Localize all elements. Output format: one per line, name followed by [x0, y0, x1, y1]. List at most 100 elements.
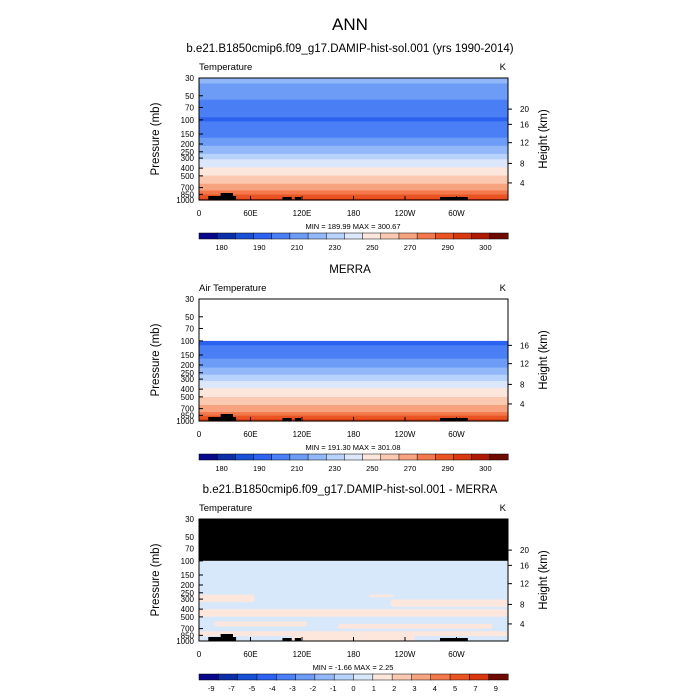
contour-band [199, 371, 508, 373]
panel-title: MERRA [329, 264, 371, 276]
colorbar-swatch [295, 673, 316, 681]
contour-band [199, 385, 508, 387]
y-tick-label: 150 [181, 571, 195, 580]
contour-band [199, 102, 508, 105]
colorbar-swatch [289, 453, 309, 461]
contour-band [199, 365, 508, 368]
colorbar-swatch [307, 232, 327, 240]
contour-band [199, 395, 508, 397]
contour-band [199, 346, 508, 348]
contour-band [199, 412, 508, 414]
contour-band [199, 191, 508, 194]
contour-band [199, 190, 508, 193]
contour-band [199, 409, 508, 411]
contour-band [199, 189, 508, 192]
colorbar-swatch [271, 232, 291, 240]
y-tick-label: 850 [181, 631, 195, 640]
topography [440, 638, 468, 641]
contour-band [199, 167, 508, 170]
contour-band [199, 386, 508, 388]
colorbar-label: 2 [392, 684, 396, 693]
colorbar-swatch [333, 673, 355, 681]
contour-band [199, 377, 508, 379]
colorbar-swatch [235, 232, 255, 240]
colorbar-label: 300 [479, 243, 492, 252]
contour-band [199, 390, 508, 393]
colorbar-swatch [453, 232, 473, 240]
contour-band [214, 621, 308, 627]
y-tick-label: 850 [181, 190, 195, 199]
contour-band [199, 187, 508, 190]
contour-band [199, 384, 508, 386]
x-tick-label: 120E [293, 430, 312, 439]
colorbar-label: 5 [453, 684, 457, 693]
colorbar-label: 4 [433, 684, 437, 693]
y-tick-label: 50 [185, 313, 194, 322]
contour-band [199, 341, 508, 344]
contour-band [199, 124, 508, 127]
contour-band [199, 381, 508, 384]
contour-band [199, 139, 508, 141]
contour-band [199, 358, 508, 361]
contour-band [199, 168, 508, 171]
y-tick-label: 700 [181, 625, 195, 634]
colorbar-label: 290 [441, 243, 454, 252]
colorbar-label: 270 [404, 464, 417, 473]
contour-band [199, 367, 508, 370]
colorbar-swatch [398, 232, 418, 240]
y-tick-label: 400 [181, 164, 195, 173]
colorbar-swatch [289, 232, 309, 240]
colorbar-label: 180 [215, 464, 228, 473]
y-tick-label: 500 [181, 172, 195, 181]
topography [294, 197, 301, 200]
colorbar-label: -5 [249, 684, 256, 693]
contour-band [199, 405, 508, 408]
colorbar-swatch [430, 673, 451, 681]
colorbar-swatch [471, 453, 491, 461]
contour-band [199, 90, 508, 93]
contour-band [199, 141, 508, 144]
contour-band [199, 91, 508, 94]
colorbar-swatch [344, 453, 364, 461]
contour-band [199, 388, 508, 391]
x-tick-label: 120W [395, 430, 416, 439]
y-right-tick-label: 4 [520, 400, 525, 409]
colorbar-label: 300 [479, 464, 492, 473]
panel-units-label: K [500, 503, 507, 514]
y-right-tick-label: 8 [520, 159, 525, 168]
topography [220, 193, 233, 200]
missing-data-region [199, 519, 508, 561]
colorbar-swatch [380, 453, 400, 461]
y-tick-label: 200 [181, 581, 195, 590]
contour-band [390, 599, 508, 607]
y-tick-label: 250 [181, 148, 195, 157]
y-tick-label: 1000 [176, 417, 194, 426]
contour-band [199, 349, 508, 352]
colorbar-swatch [198, 232, 218, 240]
x-tick-label: 180 [347, 650, 361, 659]
colorbar-swatch [362, 453, 382, 461]
panel-variable-label: Air Temperature [199, 283, 266, 294]
contour-band [199, 382, 508, 385]
x-tick-label: 60W [448, 650, 465, 659]
contour-band [199, 117, 508, 120]
contour-band [199, 181, 508, 183]
panel-title: b.e21.B1850cmip6.f09_g17.DAMIP-hist-sol.… [203, 484, 498, 496]
contour-band [199, 153, 508, 156]
contour-band [199, 113, 508, 116]
y-right-tick-label: 16 [520, 341, 529, 350]
y-tick-label: 100 [181, 557, 195, 566]
contour-band [199, 347, 508, 349]
y-tick-label: 300 [181, 375, 195, 384]
colorbar-swatch [489, 453, 509, 461]
contour-band [199, 404, 508, 406]
topography [282, 638, 292, 641]
colorbar-swatch [325, 453, 345, 461]
x-tick-label: 60E [243, 650, 257, 659]
colorbar-label: -1 [330, 684, 337, 693]
x-tick-label: 60E [243, 430, 257, 439]
contour-band [199, 176, 508, 179]
y-tick-label: 30 [185, 515, 194, 524]
contour-band [199, 105, 508, 108]
panel-title: b.e21.B1850cmip6.f09_g17.DAMIP-hist-sol.… [186, 43, 513, 55]
